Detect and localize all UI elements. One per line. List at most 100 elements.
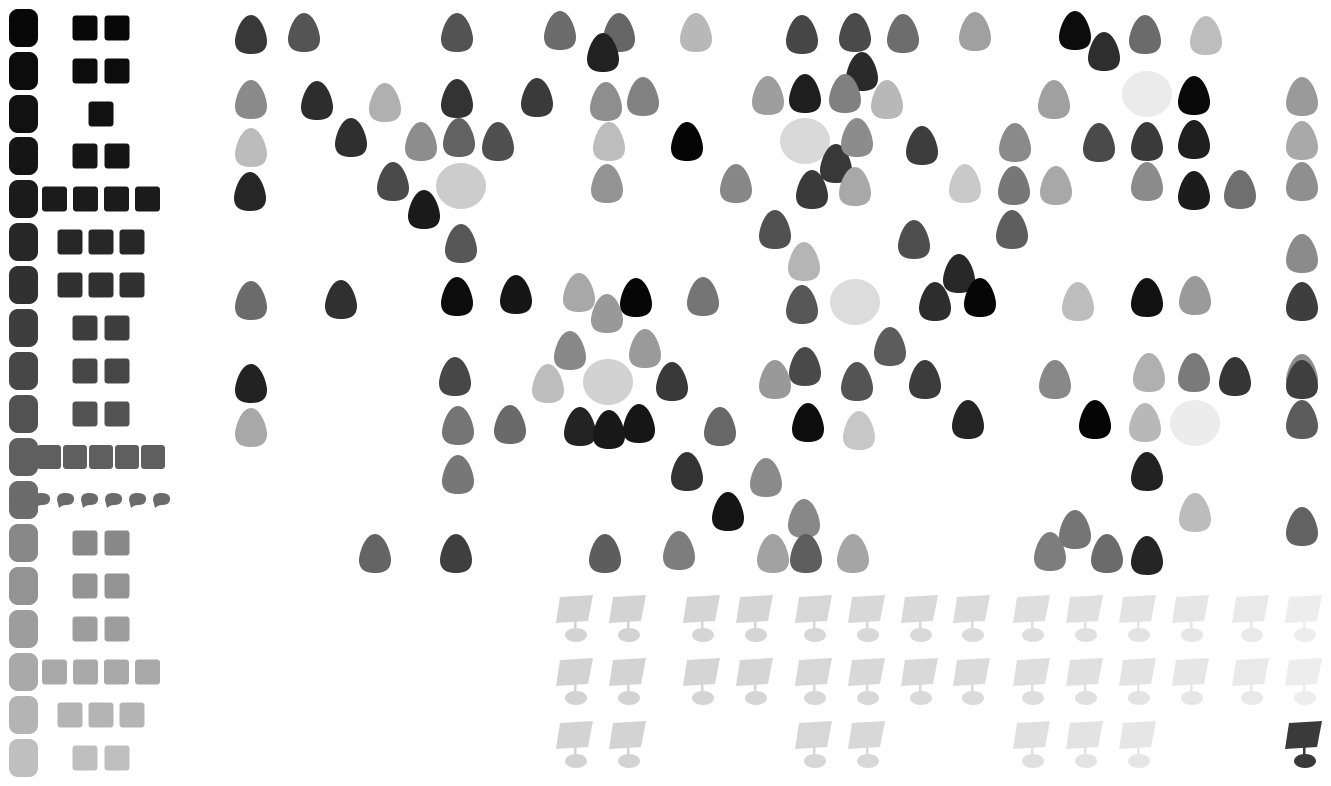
row-handle[interactable] <box>9 52 38 90</box>
egg-marker[interactable] <box>759 210 791 249</box>
egg-marker[interactable] <box>620 278 652 317</box>
egg-marker[interactable] <box>712 492 744 531</box>
egg-marker[interactable] <box>593 122 625 161</box>
solar-panel[interactable] <box>556 721 593 768</box>
egg-marker[interactable] <box>704 407 736 446</box>
egg-marker[interactable] <box>443 118 475 157</box>
egg-marker[interactable] <box>1129 15 1161 54</box>
egg-marker[interactable] <box>829 74 861 113</box>
egg-marker[interactable] <box>680 13 712 52</box>
solar-panel[interactable] <box>609 721 646 768</box>
egg-marker[interactable] <box>1034 532 1066 571</box>
egg-marker[interactable] <box>235 281 267 320</box>
egg-marker[interactable] <box>663 531 695 570</box>
solar-panel[interactable] <box>683 658 720 705</box>
row-handle[interactable] <box>9 352 38 390</box>
egg-marker[interactable] <box>788 499 820 538</box>
egg-marker[interactable] <box>998 166 1030 205</box>
solar-panel[interactable] <box>1172 595 1209 642</box>
egg-marker[interactable] <box>909 360 941 399</box>
egg-marker[interactable] <box>1129 403 1161 442</box>
egg-marker[interactable] <box>1286 77 1318 116</box>
solar-panel[interactable] <box>1119 595 1156 642</box>
egg-marker[interactable] <box>1178 76 1210 115</box>
egg-marker[interactable] <box>442 406 474 445</box>
solar-panel[interactable] <box>1119 658 1156 705</box>
egg-marker[interactable] <box>874 327 906 366</box>
egg-marker[interactable] <box>1190 16 1222 55</box>
egg-marker[interactable] <box>441 79 473 118</box>
egg-marker[interactable] <box>445 224 477 263</box>
solar-panel[interactable] <box>1285 721 1322 768</box>
row-handle[interactable] <box>9 309 38 347</box>
egg-marker[interactable] <box>671 122 703 161</box>
egg-marker[interactable] <box>871 80 903 119</box>
egg-marker[interactable] <box>964 278 996 317</box>
egg-marker[interactable] <box>1178 120 1210 159</box>
egg-marker[interactable] <box>839 13 871 52</box>
row-handle[interactable] <box>9 95 38 133</box>
egg-marker[interactable] <box>687 277 719 316</box>
egg-marker[interactable] <box>752 76 784 115</box>
row-handle[interactable] <box>9 137 38 175</box>
egg-marker[interactable] <box>1286 400 1318 439</box>
solar-panel[interactable] <box>795 595 832 642</box>
egg-marker[interactable] <box>952 400 984 439</box>
egg-marker[interactable] <box>494 405 526 444</box>
egg-marker[interactable] <box>790 534 822 573</box>
egg-marker[interactable] <box>1039 360 1071 399</box>
egg-marker[interactable] <box>325 280 357 319</box>
egg-marker[interactable] <box>906 126 938 165</box>
egg-marker[interactable] <box>1059 11 1091 50</box>
solar-panel[interactable] <box>953 595 990 642</box>
egg-marker[interactable] <box>563 273 595 312</box>
row-handle[interactable] <box>9 567 38 605</box>
egg-marker[interactable] <box>959 12 991 51</box>
egg-marker[interactable] <box>593 410 625 449</box>
egg-marker[interactable] <box>235 80 267 119</box>
egg-marker[interactable] <box>759 360 791 399</box>
egg-marker[interactable] <box>1040 166 1072 205</box>
egg-marker[interactable] <box>757 534 789 573</box>
row-control-13[interactable] <box>9 524 130 562</box>
solar-panel[interactable] <box>795 658 832 705</box>
egg-marker[interactable] <box>1131 122 1163 161</box>
egg-marker[interactable] <box>554 331 586 370</box>
egg-marker[interactable] <box>1131 162 1163 201</box>
egg-marker[interactable] <box>627 77 659 116</box>
egg-marker[interactable] <box>1286 121 1318 160</box>
egg-marker[interactable] <box>841 362 873 401</box>
solar-panel[interactable] <box>901 658 938 705</box>
egg-marker[interactable] <box>1179 276 1211 315</box>
egg-marker[interactable] <box>1059 510 1091 549</box>
solar-panel[interactable] <box>848 721 885 768</box>
egg-marker[interactable] <box>1179 493 1211 532</box>
row-control-2[interactable] <box>9 52 130 90</box>
egg-marker[interactable] <box>623 404 655 443</box>
egg-marker[interactable] <box>235 364 267 403</box>
solar-panel[interactable] <box>1066 595 1103 642</box>
egg-marker[interactable] <box>1131 278 1163 317</box>
egg-marker[interactable] <box>837 534 869 573</box>
egg-marker[interactable] <box>1131 536 1163 575</box>
egg-marker[interactable] <box>301 81 333 120</box>
egg-marker[interactable] <box>1286 360 1318 399</box>
egg-marker[interactable] <box>1286 162 1318 201</box>
solar-panel[interactable] <box>609 595 646 642</box>
egg-marker[interactable] <box>441 13 473 52</box>
egg-marker[interactable] <box>887 14 919 53</box>
egg-marker[interactable] <box>841 118 873 157</box>
egg-marker[interactable] <box>943 254 975 293</box>
row-control-16[interactable] <box>9 653 160 691</box>
egg-marker[interactable] <box>1062 282 1094 321</box>
row-handle[interactable] <box>9 180 38 218</box>
egg-marker[interactable] <box>564 407 596 446</box>
row-control-15[interactable] <box>9 610 130 648</box>
solar-panel[interactable] <box>1119 721 1156 768</box>
egg-marker[interactable] <box>789 74 821 113</box>
solar-panel[interactable] <box>848 658 885 705</box>
solar-panel[interactable] <box>736 658 773 705</box>
row-handle[interactable] <box>9 653 38 691</box>
egg-marker[interactable] <box>1178 171 1210 210</box>
egg-marker[interactable] <box>235 408 267 447</box>
